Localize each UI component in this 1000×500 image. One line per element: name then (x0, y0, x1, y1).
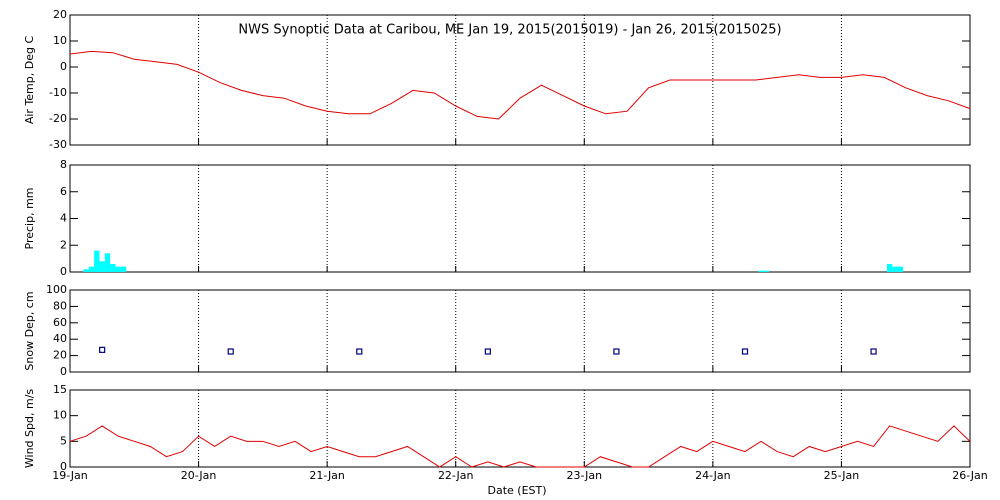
point (613, 348, 620, 355)
x-tick-label: 23-Jan (567, 469, 603, 482)
y-tick-label: 0 (60, 60, 67, 73)
point (356, 348, 363, 355)
bar (115, 266, 121, 272)
y-tick-label: 4 (60, 212, 67, 225)
bar (88, 266, 95, 272)
point (99, 346, 106, 353)
y-tick-label: 100 (46, 283, 67, 296)
plot-frame (69, 164, 971, 273)
x-tick-label: 22-Jan (438, 469, 474, 482)
y-axis-label: Wind Spd, m/s (23, 389, 36, 469)
x-tick-label: 19-Jan (52, 469, 88, 482)
y-tick-label: 0 (60, 460, 67, 473)
bar (94, 250, 100, 272)
bar (83, 269, 89, 272)
chart-title: NWS Synoptic Data at Caribou, ME Jan 19,… (238, 23, 781, 38)
bar (110, 263, 116, 272)
y-axis-label: Snow Dep, cm (23, 291, 36, 370)
data-line (69, 50, 971, 120)
point (484, 348, 491, 355)
x-tick-label: 20-Jan (181, 469, 217, 482)
y-tick-label: -20 (49, 112, 67, 125)
y-tick-label: 80 (53, 299, 67, 312)
point (227, 348, 234, 355)
y-tick-label: 2 (60, 238, 67, 251)
plot-frame (69, 389, 971, 468)
bar (758, 270, 764, 272)
data-line (69, 425, 971, 468)
y-tick-label: 8 (60, 158, 67, 171)
bar (892, 266, 898, 272)
x-tick-label: 26-Jan (952, 469, 988, 482)
y-tick-label: 10 (53, 34, 67, 47)
bar (763, 270, 770, 272)
y-tick-label: -30 (49, 138, 67, 151)
y-tick-label: 15 (53, 383, 67, 396)
y-tick-label: 40 (53, 332, 67, 345)
point (870, 348, 877, 355)
y-tick-label: 0 (60, 365, 67, 378)
bar (104, 253, 111, 272)
y-axis-label: Precip, mm (23, 188, 36, 250)
y-tick-label: -10 (49, 86, 67, 99)
y-tick-label: 20 (53, 8, 67, 21)
x-axis-label: Date (EST) (487, 484, 546, 497)
bar (897, 266, 904, 272)
y-tick-label: 5 (60, 434, 67, 447)
plot-frame (69, 289, 971, 373)
point (741, 348, 749, 355)
x-tick-label: 25-Jan (824, 469, 860, 482)
y-tick-label: 0 (60, 265, 67, 278)
x-tick-label: 24-Jan (695, 469, 731, 482)
y-tick-label: 10 (53, 409, 67, 422)
y-tick-label: 6 (60, 185, 67, 198)
bar (120, 266, 127, 272)
x-tick-label: 21-Jan (309, 469, 345, 482)
bar (99, 261, 105, 272)
plot-frame (69, 14, 971, 146)
y-axis-label: Air Temp, Deg C (23, 36, 36, 125)
bar (886, 263, 893, 272)
y-tick-label: 60 (53, 316, 67, 329)
y-tick-label: 20 (53, 349, 67, 362)
